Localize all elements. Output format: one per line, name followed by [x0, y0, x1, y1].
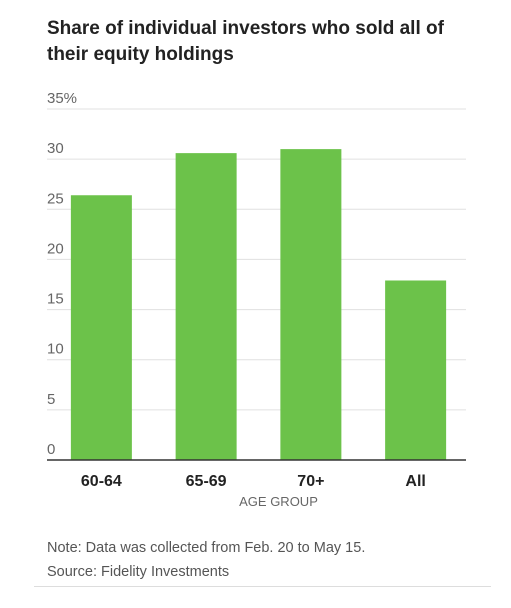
y-tick-label: 5	[47, 391, 55, 408]
x-axis-ticks: 60-64 65-69 70+ All	[81, 473, 426, 490]
y-tick-label: 25	[47, 190, 64, 207]
y-tick-label: 20	[47, 240, 64, 257]
y-axis-ticks: 0 5 10 15 20 25 30 35%	[47, 90, 77, 458]
x-tick-label: 70+	[297, 473, 324, 490]
x-tick-label: All	[405, 473, 425, 490]
x-axis-title: AGE GROUP	[239, 494, 318, 509]
bar	[175, 153, 237, 460]
x-tick-label: 65-69	[186, 473, 227, 490]
y-tick-label: 10	[47, 341, 64, 358]
bars	[70, 149, 447, 460]
bar	[280, 149, 342, 460]
y-tick-label: 35%	[47, 90, 77, 107]
x-tick-label: 60-64	[81, 473, 122, 490]
y-tick-label: 0	[47, 441, 55, 458]
note-text: Note: Data was collected from Feb. 20 to…	[47, 540, 366, 556]
y-tick-label: 15	[47, 291, 64, 308]
y-tick-label: 30	[47, 140, 64, 157]
chart-title: Share of individual investors who sold a…	[47, 18, 444, 65]
bar	[385, 280, 447, 460]
bar-chart: 0 5 10 15 20 25 30 35% 60-64 65-69 70+ All AGE GRO…	[47, 90, 466, 509]
source-text: Source: Fidelity Investments	[47, 564, 230, 580]
bar	[70, 195, 132, 460]
footnotes: Note: Data was collected from Feb. 20 to…	[47, 536, 365, 584]
divider	[34, 586, 491, 587]
